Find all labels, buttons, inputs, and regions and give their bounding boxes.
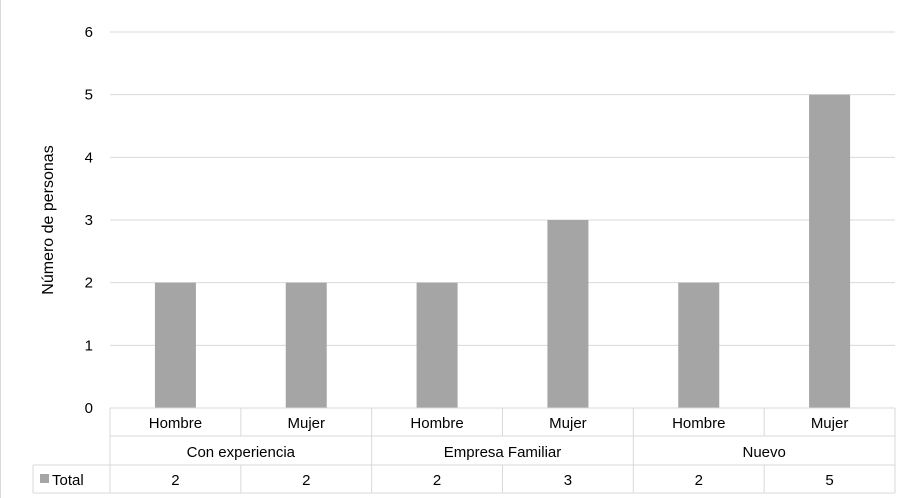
table-value: 2 (171, 472, 179, 489)
bar (285, 282, 327, 408)
table-value: 2 (695, 472, 703, 489)
legend-label: Total (52, 472, 84, 489)
bar (809, 94, 851, 409)
table-value: 2 (302, 472, 310, 489)
y-axis-title: Número de personas (40, 145, 57, 294)
y-tick-label: 3 (85, 212, 93, 229)
bar (416, 282, 458, 408)
table-value: 2 (433, 472, 441, 489)
y-axis-tick-labels: 0 1 2 3 4 5 6 (85, 24, 93, 417)
y-tick-label: 2 (85, 275, 93, 292)
bars (154, 94, 851, 409)
category-label: Hombre (149, 415, 202, 432)
legend-swatch (40, 474, 49, 483)
y-tick-label: 1 (85, 337, 93, 354)
category-label: Hombre (672, 415, 725, 432)
table-value: 3 (564, 472, 572, 489)
y-tick-label: 0 (85, 400, 93, 417)
y-tick-label: 6 (85, 24, 93, 41)
y-tick-label: 4 (85, 149, 93, 166)
group-label: Nuevo (742, 444, 785, 461)
group-label: Empresa Familiar (444, 444, 562, 461)
category-label: Mujer (287, 415, 325, 432)
data-table: Hombre Mujer Hombre Mujer Hombre Mujer Con exp… (32, 407, 896, 494)
category-label: Mujer (549, 415, 587, 432)
bar (154, 282, 196, 408)
bar (678, 282, 720, 408)
category-label: Mujer (811, 415, 849, 432)
category-label: Hombre (410, 415, 463, 432)
bar (547, 220, 589, 408)
group-label: Con experiencia (187, 444, 296, 461)
y-tick-label: 5 (85, 87, 93, 104)
table-value: 5 (825, 472, 833, 489)
gridlines (110, 31, 895, 346)
